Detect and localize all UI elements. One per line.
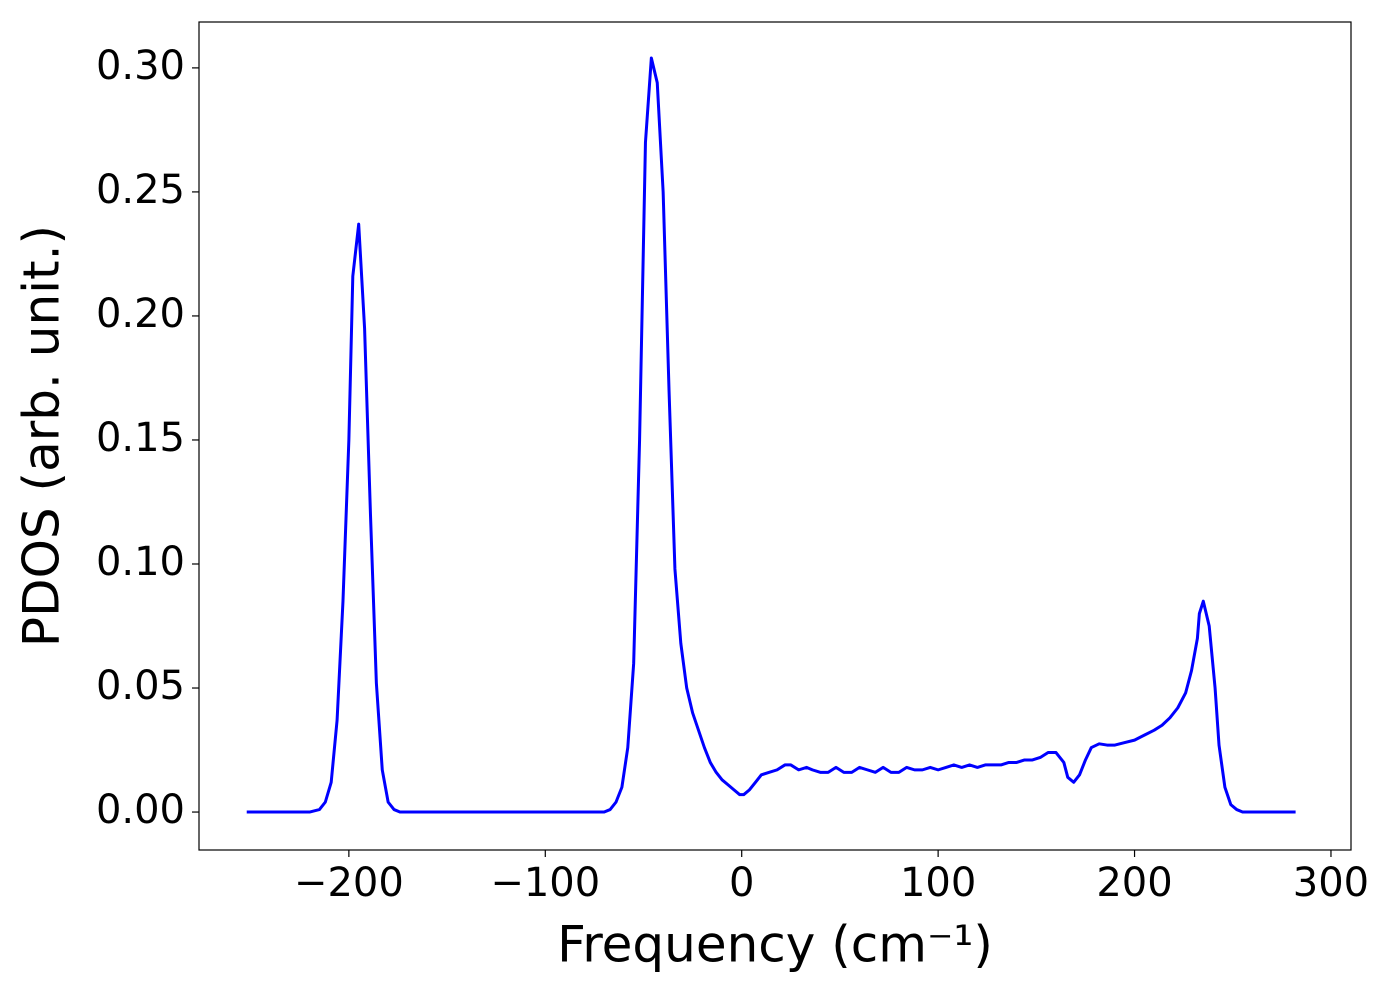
x-tick-label: 0	[729, 860, 754, 906]
x-tick-label: 100	[900, 860, 976, 906]
plot-frame	[198, 21, 1352, 851]
x-tick-label: −100	[490, 860, 600, 906]
y-tick-label: 0.10	[96, 539, 185, 585]
y-tick-label: 0.30	[96, 43, 185, 89]
data-line	[246, 56, 1296, 814]
x-axis-label: Frequency (cm⁻¹)	[557, 916, 993, 974]
y-tick-label: 0.15	[96, 415, 185, 461]
x-tick-label: 300	[1293, 860, 1369, 906]
y-axis-label: PDOS (arb. unit.)	[13, 225, 71, 647]
x-tick-label: −200	[294, 860, 404, 906]
y-tick-label: 0.20	[96, 291, 185, 337]
y-tick-label: 0.05	[96, 663, 185, 709]
x-tick-label: 200	[1096, 860, 1172, 906]
y-tick-label: 0.25	[96, 167, 185, 213]
y-tick-label: 0.00	[96, 787, 185, 833]
